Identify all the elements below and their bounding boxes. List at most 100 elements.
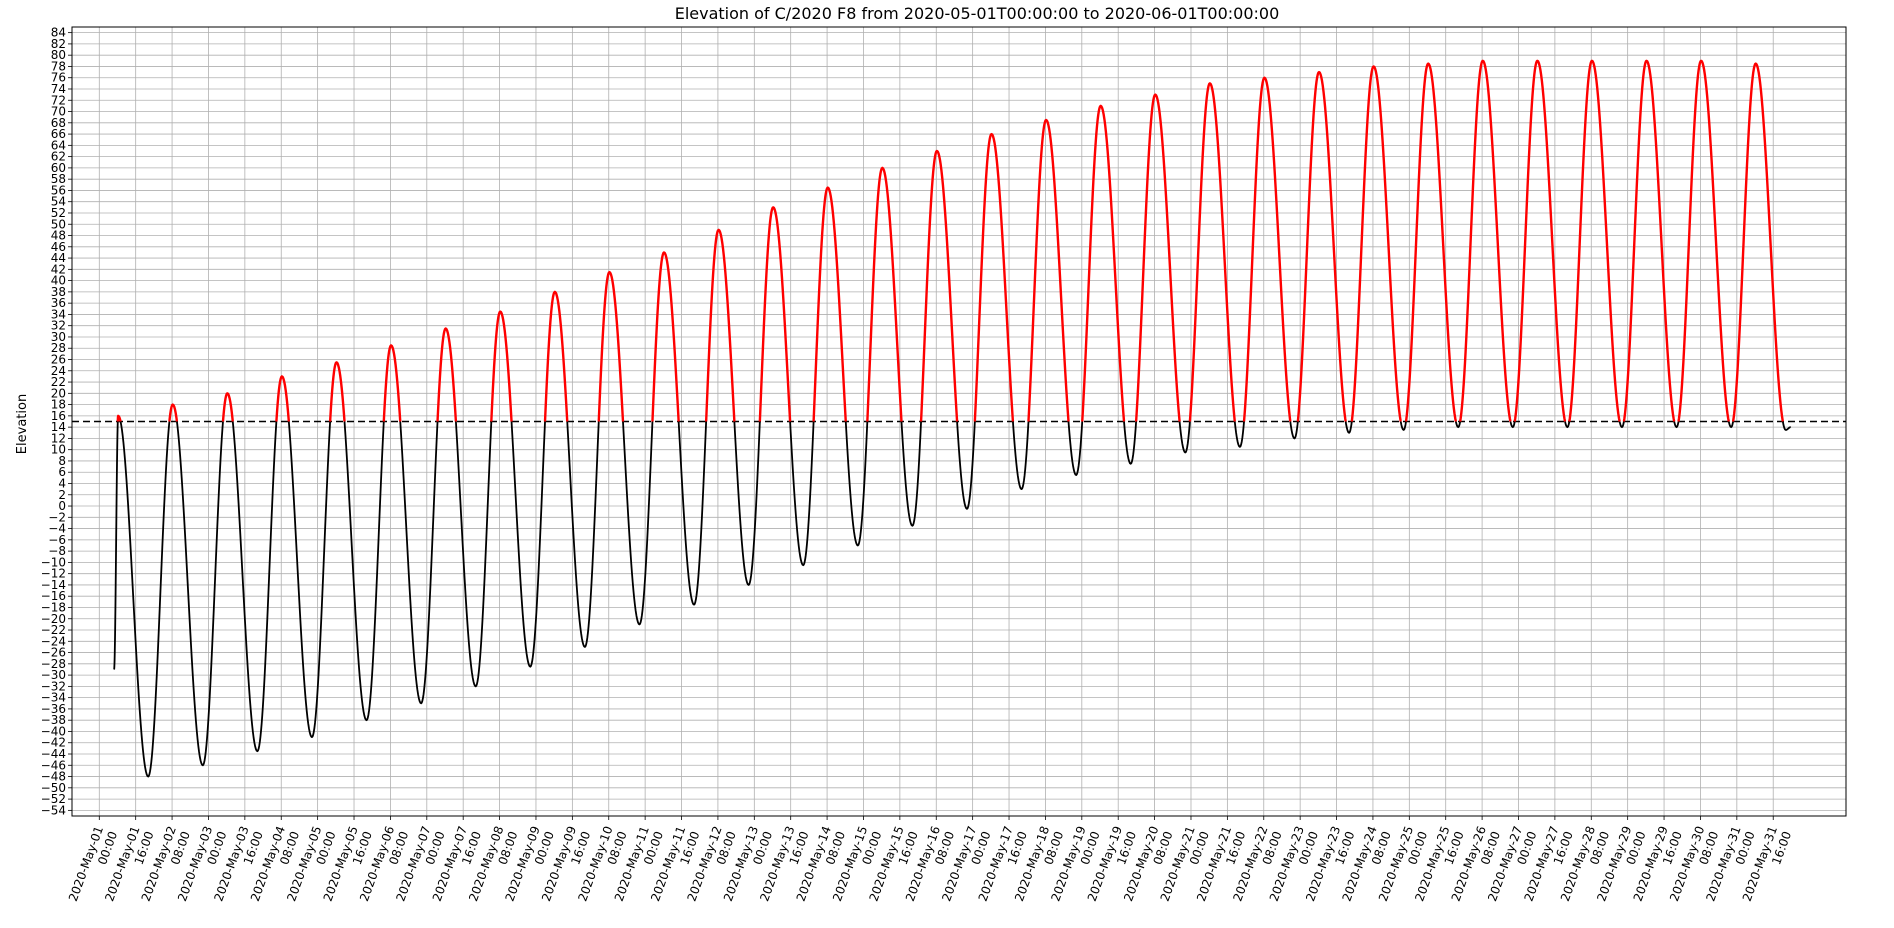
series-above-threshold (597, 270, 625, 422)
y-tick-label: 66 (51, 127, 66, 141)
series-below-threshold (1727, 421, 1734, 429)
y-tick-label: −44 (41, 747, 66, 761)
series-below-threshold (1564, 421, 1571, 429)
series-below-threshold (1289, 421, 1299, 440)
y-tick-label: 22 (51, 375, 66, 389)
y-tick-label: −52 (41, 792, 66, 806)
y-tick-label: 16 (51, 409, 66, 423)
y-tick-labels: −54−52−50−48−46−44−42−40−38−36−34−32−30−… (41, 26, 66, 818)
y-tick-label: 26 (51, 353, 66, 367)
series-below-threshold (1178, 421, 1191, 454)
y-tick-label: 4 (58, 476, 66, 490)
y-tick-label: 70 (51, 105, 66, 119)
y-tick-label: −50 (41, 781, 66, 795)
series-above-threshold (1731, 62, 1785, 423)
series-above-threshold (1404, 62, 1458, 423)
series-above-threshold (1568, 59, 1621, 422)
y-tick-label: 24 (51, 364, 66, 378)
series-below-threshold (566, 421, 600, 648)
y-tick-label: 8 (58, 454, 66, 468)
y-tick-label: 48 (51, 229, 66, 243)
series-above-threshold (490, 310, 513, 423)
series-above-threshold (973, 132, 1015, 422)
series-below-threshold (1454, 421, 1462, 429)
series-above-threshold (1188, 82, 1236, 422)
y-tick-label: 14 (51, 420, 66, 434)
series-below-threshold (789, 421, 815, 567)
series-above-threshold (382, 344, 402, 422)
y-tick-label: 64 (51, 138, 66, 152)
y-tick-label: 34 (51, 307, 66, 321)
series-below-threshold (399, 421, 439, 705)
series-below-threshold (1399, 421, 1407, 431)
series-below-threshold (1067, 421, 1084, 476)
y-tick-label: 6 (58, 465, 66, 479)
series-below-threshold (622, 421, 654, 626)
y-tick-label: −4 (48, 522, 66, 536)
y-tick-label: −8 (48, 544, 66, 558)
series-above-threshold (866, 166, 903, 422)
y-tick-label: −10 (41, 555, 66, 569)
y-tick-label: 38 (51, 285, 66, 299)
series-below-threshold (287, 421, 332, 738)
series-below-threshold (510, 421, 546, 668)
series-above-threshold (436, 327, 458, 422)
series-below-threshold (1344, 421, 1353, 434)
series-layer (113, 59, 1792, 778)
y-tick-label: 28 (51, 341, 66, 355)
series-above-threshold (1242, 76, 1292, 422)
series-below-threshold (844, 420, 869, 547)
series-below-threshold (1781, 421, 1792, 431)
series-above-threshold (919, 149, 959, 422)
series-below-threshold (343, 421, 385, 722)
series-below-threshold (1012, 421, 1030, 491)
series-above-threshold (651, 251, 680, 422)
y-tick-label: 74 (51, 82, 66, 96)
series-above-threshold (758, 206, 792, 422)
y-tick-label: 60 (51, 161, 66, 175)
series-above-threshold (1622, 59, 1676, 422)
series-below-threshold (176, 421, 224, 767)
series-above-threshold (1350, 65, 1402, 423)
y-tick-label: 46 (51, 240, 66, 254)
y-tick-label: 30 (51, 330, 66, 344)
y-tick-label: 10 (51, 443, 66, 457)
y-tick-label: 80 (51, 48, 66, 62)
series-above-threshold (1081, 104, 1126, 423)
series-above-threshold (168, 403, 179, 422)
series-above-threshold (1134, 93, 1181, 422)
y-tick-label: −42 (41, 736, 66, 750)
y-tick-label: 58 (51, 172, 66, 186)
y-tick-label: −2 (48, 510, 66, 524)
y-tick-label: 52 (51, 206, 66, 220)
series-below-threshold (1673, 421, 1680, 429)
series-below-threshold (1233, 421, 1245, 448)
y-tick-label: −30 (41, 668, 66, 682)
y-tick-label: 72 (51, 93, 66, 107)
y-tick-label: −14 (41, 578, 66, 592)
y-tick-label: 68 (51, 116, 66, 130)
y-tick-label: 32 (51, 319, 66, 333)
y-tick-label: 62 (51, 150, 66, 164)
y-tick-label: 40 (51, 274, 66, 288)
x-tick-labels: 2020-May-0100:002020-May-0116:002020-May… (66, 824, 1794, 903)
y-tick-label: −48 (41, 770, 66, 784)
chart-title: Elevation of C/2020 F8 from 2020-05-01T0… (675, 4, 1280, 23)
series-above-threshold (275, 375, 291, 423)
series-above-threshold (812, 186, 847, 422)
y-tick-label: −54 (41, 803, 66, 817)
y-tick-label: 20 (51, 386, 66, 400)
y-tick-label: 0 (58, 499, 66, 513)
y-tick-label: −22 (41, 623, 66, 637)
y-tick-label: −32 (41, 679, 66, 693)
plot-frame (71, 26, 1847, 817)
series-below-threshold (1509, 421, 1516, 429)
y-tick-label: −18 (41, 600, 66, 614)
y-tick-label: −12 (41, 567, 66, 581)
series-above-threshold (328, 361, 346, 422)
series-below-threshold (733, 421, 761, 586)
y-tick-label: −26 (41, 646, 66, 660)
series-below-threshold (900, 421, 922, 527)
series-below-threshold (1123, 421, 1138, 465)
y-tick-label: 36 (51, 296, 66, 310)
